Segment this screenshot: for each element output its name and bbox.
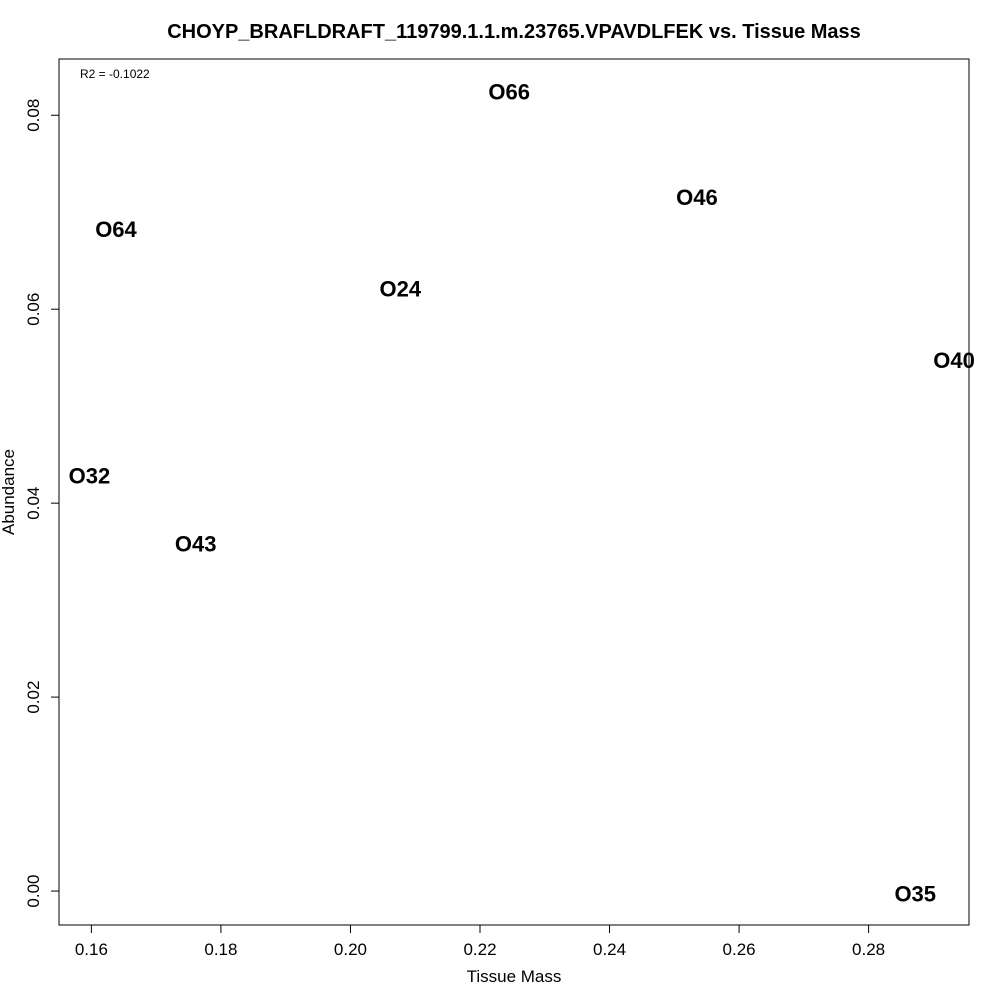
x-tick-label: 0.22 — [463, 940, 496, 959]
data-point-label: O32 — [69, 463, 111, 488]
y-tick-label: 0.08 — [24, 99, 43, 132]
data-point-label: O24 — [380, 276, 422, 301]
data-points: O66 O46 O64 O24 O40 O32 O43 O35 — [69, 79, 975, 906]
x-tick-label: 0.18 — [204, 940, 237, 959]
x-axis-label: Tissue Mass — [467, 967, 562, 986]
data-point-label: O40 — [933, 348, 975, 373]
data-point-label: O35 — [894, 881, 936, 906]
x-tick-label: 0.26 — [723, 940, 756, 959]
data-point-label: O64 — [95, 217, 137, 242]
chart-title: CHOYP_BRAFLDRAFT_119799.1.1.m.23765.VPAV… — [167, 21, 861, 43]
data-point-label: O43 — [175, 531, 217, 556]
y-tick-label: 0.02 — [24, 681, 43, 714]
y-axis-label: Abundance — [0, 449, 18, 535]
y-tick-label: 0.04 — [24, 487, 43, 520]
x-tick-label: 0.28 — [852, 940, 885, 959]
plot-frame — [58, 58, 970, 926]
x-tick-label: 0.24 — [593, 940, 626, 959]
x-axis: 0.16 0.18 0.20 0.22 0.24 0.26 0.28 — [75, 925, 885, 959]
y-axis: 0.00 0.02 0.04 0.06 0.08 — [24, 99, 59, 908]
x-tick-label: 0.16 — [75, 940, 108, 959]
r2-annotation: R2 = -0.1022 — [80, 67, 150, 81]
y-tick-label: 0.06 — [24, 293, 43, 326]
data-point-label: O46 — [676, 185, 718, 210]
y-tick-label: 0.00 — [24, 875, 43, 908]
x-tick-label: 0.20 — [334, 940, 367, 959]
data-point-label: O66 — [488, 79, 530, 104]
